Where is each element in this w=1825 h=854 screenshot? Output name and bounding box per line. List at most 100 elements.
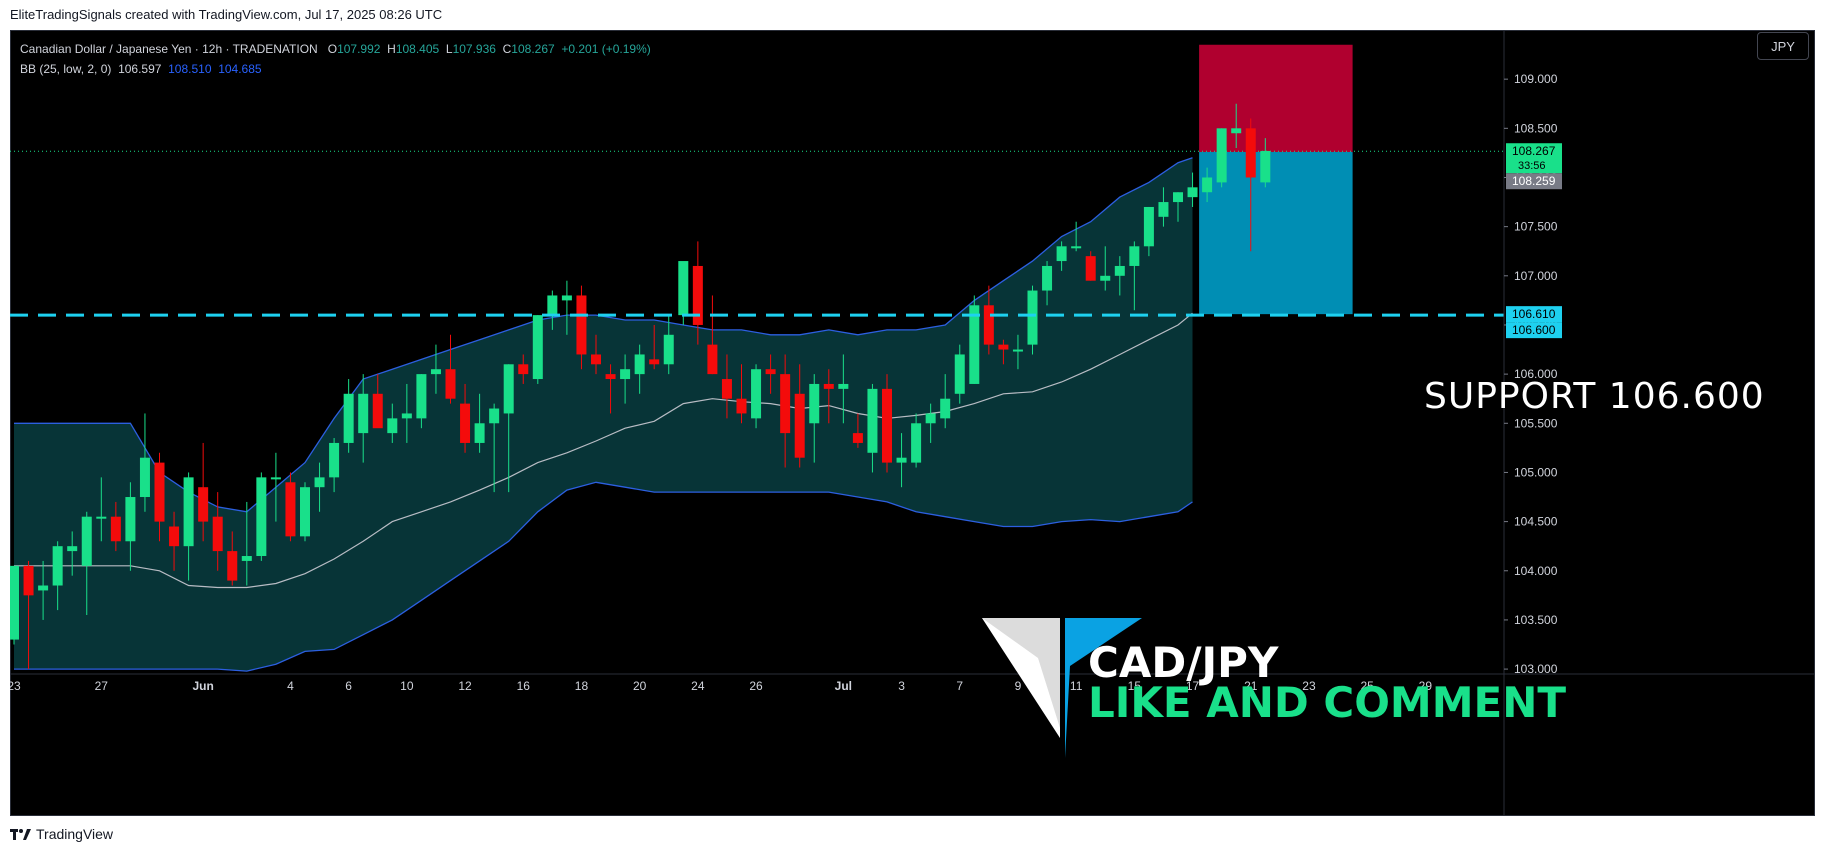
x-tick-label: 23 (1302, 679, 1316, 693)
candle-body (852, 433, 863, 443)
candle-body (707, 344, 718, 375)
candle-body (198, 487, 209, 522)
candle-body (241, 556, 252, 561)
candle-body (1158, 202, 1169, 217)
candle-body (605, 374, 616, 380)
candle-body (430, 369, 441, 375)
candle-body (300, 487, 310, 537)
legend-bb-basis: 106.597 (118, 62, 162, 76)
candle-body (1027, 290, 1038, 345)
candle-body (416, 374, 427, 419)
candle-body (969, 305, 980, 384)
legend-bb-row: BB (25, low, 2, 0) 106.597 108.510 104.6… (20, 59, 651, 79)
candle-body (823, 383, 834, 389)
candle-body (983, 305, 994, 345)
y-tick-label: 106.000 (1514, 367, 1558, 381)
x-tick-label: 16 (517, 679, 531, 693)
legend-bb-lower: 104.685 (218, 62, 262, 76)
y-tick-label: 105.000 (1514, 465, 1558, 479)
candle-body (96, 516, 107, 519)
candle-body (751, 369, 762, 419)
legend-open: 107.992 (337, 42, 381, 56)
y-tick-label: 107.500 (1514, 220, 1558, 234)
candle-body (329, 442, 340, 478)
candle-body (139, 457, 150, 498)
tradingview-logo-icon (10, 829, 31, 840)
x-tick-label: 23 (10, 679, 21, 693)
legend-symbol: Canadian Dollar / Japanese Yen · 12h · T… (20, 42, 318, 56)
candle-body (765, 369, 776, 375)
candle-body (474, 423, 485, 443)
candle-body (285, 482, 296, 537)
y-tick-label: 109.000 (1514, 72, 1558, 86)
currency-button[interactable]: JPY (1757, 32, 1809, 60)
candle-body (1202, 177, 1213, 193)
candle-body (387, 418, 398, 434)
candle-body (634, 354, 645, 375)
y-tick-label: 104.000 (1514, 564, 1558, 578)
legend-bb-label: BB (25, low, 2, 0) (20, 62, 112, 76)
candle-body (110, 516, 121, 542)
candle-body (489, 408, 500, 424)
candle-body (911, 423, 922, 463)
candle-body (925, 413, 936, 424)
candle-body (663, 334, 674, 365)
x-tick-label: 20 (633, 679, 647, 693)
candle-body (1143, 206, 1154, 247)
candle-body (358, 393, 369, 434)
candle-body (940, 398, 951, 419)
candle-body (227, 551, 238, 581)
y-tick-label: 107.000 (1514, 269, 1558, 283)
footer-brand-label: TradingView (36, 826, 114, 842)
candle-body (52, 546, 63, 586)
price-label-box (1506, 143, 1562, 174)
price-chart[interactable]: 109.000108.500108.000107.500107.000106.5… (10, 30, 1815, 816)
candle-body (692, 265, 703, 325)
x-tick-label: 15 (1128, 679, 1142, 693)
x-tick-label: 18 (575, 679, 589, 693)
candle-body (169, 526, 180, 547)
bollinger-lower-line (14, 481, 1193, 672)
legend-high: 108.405 (395, 42, 440, 56)
y-tick-label: 103.000 (1514, 662, 1558, 676)
legend-bb-upper: 108.510 (168, 62, 212, 76)
price-label-text: 108.259 (1512, 174, 1556, 188)
y-tick-label: 104.500 (1514, 515, 1558, 529)
x-tick-label: Jul (835, 679, 852, 693)
candle-body (794, 393, 805, 458)
candle-body (503, 364, 514, 414)
price-label-box (1506, 322, 1562, 339)
candle-body (620, 369, 631, 380)
candle-body (212, 516, 223, 552)
legend-low-label: L (445, 42, 453, 56)
candle-body (401, 413, 412, 419)
legend-open-label: O (327, 42, 338, 56)
candle-body (1042, 265, 1053, 291)
candle-body (183, 477, 194, 547)
price-label-box (1506, 173, 1562, 190)
candle-body (1085, 256, 1096, 281)
candle-body (372, 393, 383, 429)
candle-body (343, 393, 354, 443)
candle-body (1260, 150, 1271, 183)
legend-low: 107.936 (452, 42, 496, 56)
candle-body (1071, 246, 1082, 249)
candle-body (38, 585, 49, 591)
price-label-text: 106.610 (1512, 307, 1556, 321)
candle-body (896, 457, 907, 463)
x-tick-label: 25 (1360, 679, 1374, 693)
x-tick-label: 24 (691, 679, 705, 693)
overlay-subtitle: LIKE AND COMMENT (1088, 678, 1566, 727)
candle-body (1173, 192, 1183, 203)
footer-brand: TradingView (10, 826, 113, 842)
candle-body (460, 403, 471, 443)
candle-body (1114, 265, 1125, 276)
candle-body (998, 344, 1009, 350)
candle-body (518, 364, 529, 375)
candle-body (721, 379, 732, 399)
x-tick-label: Jun (192, 679, 213, 693)
legend-close: 108.267 (511, 42, 555, 56)
candle-body (954, 354, 965, 394)
x-tick-label: 4 (287, 679, 294, 693)
x-tick-label: 17 (1186, 679, 1200, 693)
